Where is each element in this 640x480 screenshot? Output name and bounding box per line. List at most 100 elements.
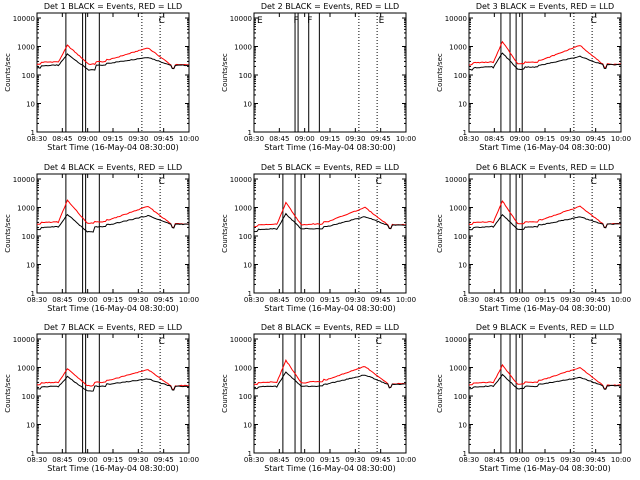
y-tick-label: 10	[243, 101, 252, 109]
y-tick-label: 1000	[234, 205, 252, 213]
y-tick-label: 10	[26, 262, 35, 270]
x-tick-label: 10:00	[611, 296, 631, 304]
y-tick-label: 10	[26, 101, 35, 109]
events-series-line	[468, 213, 621, 231]
panel-title-legend: BLACK = Events, RED = LLD	[285, 163, 399, 172]
y-tick-label: 100	[454, 72, 467, 80]
y-tick-label: 1000	[449, 205, 467, 213]
x-axis-label: Start Time (16-May-04 08:30:00)	[47, 464, 178, 473]
y-axis-label: Counts/sec	[4, 374, 12, 413]
x-tick-label: 09:15	[320, 135, 340, 143]
interval-marker-label: C	[376, 337, 382, 347]
y-axis-label: Counts/sec	[221, 53, 229, 92]
x-tick-label: 09:45	[586, 456, 606, 464]
y-tick-label: 10	[26, 422, 35, 430]
x-tick-label: 08:45	[269, 135, 289, 143]
y-axis-label: Counts/sec	[4, 53, 12, 92]
panel-title-detector: Det 1	[44, 2, 66, 11]
plot-frame	[253, 12, 407, 133]
y-axis-label: Counts/sec	[436, 214, 444, 253]
x-tick-label: 09:15	[535, 135, 555, 143]
detector-panel-4: Det 4 BLACK = Events, RED = LLD 1 10 100 100…	[4, 163, 199, 313]
events-series-line	[253, 371, 407, 390]
panel-title-legend: BLACK = Events, RED = LLD	[68, 2, 182, 11]
lld-series-line	[36, 199, 189, 228]
y-tick-label: 100	[22, 72, 35, 80]
y-tick-label: 10	[458, 262, 467, 270]
x-tick-label: 09:00	[510, 456, 530, 464]
x-tick-label: 09:00	[295, 296, 315, 304]
x-axis-label: Start Time (16-May-04 08:30:00)	[479, 464, 610, 473]
detector-panel-3: Det 3 BLACK = Events, RED = LLD 1 10 100 100…	[436, 2, 631, 152]
y-tick-label: 1000	[17, 205, 35, 213]
x-tick-label: 10:00	[179, 135, 199, 143]
x-tick-label: 08:45	[269, 296, 289, 304]
y-axis-label: Counts/sec	[436, 53, 444, 92]
x-tick-label: 09:00	[78, 135, 98, 143]
x-tick-label: 08:45	[484, 296, 504, 304]
x-tick-label: 08:45	[52, 456, 72, 464]
x-tick-label: 09:00	[78, 456, 98, 464]
y-tick-label: 1	[31, 290, 35, 298]
y-tick-label: 10000	[230, 176, 252, 184]
y-tick-label: 100	[454, 393, 467, 401]
x-tick-label: 10:00	[396, 456, 416, 464]
panel-title-detector: Det 7	[44, 323, 66, 332]
x-tick-label: 08:30	[27, 135, 47, 143]
y-tick-label: 10	[243, 422, 252, 430]
x-tick-label: 09:00	[295, 456, 315, 464]
lld-series-line	[36, 368, 190, 390]
x-tick-label: 08:45	[52, 135, 72, 143]
x-tick-label: 09:45	[154, 135, 174, 143]
events-series-line	[36, 375, 190, 392]
detector-panel-5: Det 5 BLACK = Events, RED = LLD 1 10 100 100…	[221, 163, 416, 313]
lld-series-line	[36, 44, 190, 70]
x-tick-label: 09:45	[371, 135, 391, 143]
y-axis-label: Counts/sec	[436, 374, 444, 413]
interval-marker-label: C	[159, 177, 165, 187]
x-tick-label: 09:30	[560, 296, 580, 304]
x-tick-label: 09:30	[345, 296, 365, 304]
plot-frame	[36, 12, 190, 133]
y-tick-label: 1000	[17, 365, 35, 373]
x-tick-label: 09:15	[103, 296, 123, 304]
panel-title: Det 5 BLACK = Events, RED = LLD	[261, 163, 399, 172]
y-tick-label: 10000	[13, 336, 35, 344]
x-tick-label: 10:00	[179, 456, 199, 464]
x-tick-label: 09:15	[320, 456, 340, 464]
panel-title-detector: Det 9	[476, 323, 498, 332]
panel-title-legend: BLACK = Events, RED = LLD	[285, 2, 399, 11]
x-tick-label: 10:00	[396, 296, 416, 304]
x-axis-label: Start Time (16-May-04 08:30:00)	[479, 143, 610, 152]
panel-title-detector: Det 6	[476, 163, 498, 172]
interval-marker-label: C	[591, 177, 597, 187]
interval-marker-label: C	[591, 337, 597, 347]
x-tick-label: 08:30	[27, 296, 47, 304]
y-tick-label: 1000	[449, 44, 467, 52]
interval-marker-label: E	[257, 16, 263, 26]
y-tick-label: 10000	[445, 336, 467, 344]
lld-series-line	[468, 363, 622, 390]
interval-marker-label: F	[294, 16, 299, 26]
y-tick-label: 1000	[449, 365, 467, 373]
detector-panel-7: Det 7 BLACK = Events, RED = LLD 1 10 100 100…	[4, 323, 199, 473]
x-tick-label: 09:30	[128, 456, 148, 464]
panel-title-detector: Det 8	[261, 323, 283, 332]
x-axis-label: Start Time (16-May-04 08:30:00)	[47, 143, 178, 152]
y-tick-label: 100	[22, 393, 35, 401]
x-tick-label: 10:00	[611, 456, 631, 464]
y-tick-label: 10	[243, 262, 252, 270]
x-axis-label: Start Time (16-May-04 08:30:00)	[479, 304, 610, 313]
plot-frame	[253, 333, 407, 454]
detector-panel-2: Det 2 BLACK = Events, RED = LLD 1 10 100 100…	[221, 2, 416, 152]
events-series-line	[253, 212, 407, 233]
x-tick-label: 09:30	[128, 296, 148, 304]
y-tick-label: 10	[458, 101, 467, 109]
x-tick-label: 09:45	[586, 296, 606, 304]
events-series-line	[36, 53, 190, 71]
y-tick-label: 10000	[445, 15, 467, 23]
x-tick-label: 10:00	[396, 135, 416, 143]
y-tick-label: 1000	[234, 44, 252, 52]
panel-title-legend: BLACK = Events, RED = LLD	[285, 323, 399, 332]
x-tick-label: 08:30	[459, 135, 479, 143]
